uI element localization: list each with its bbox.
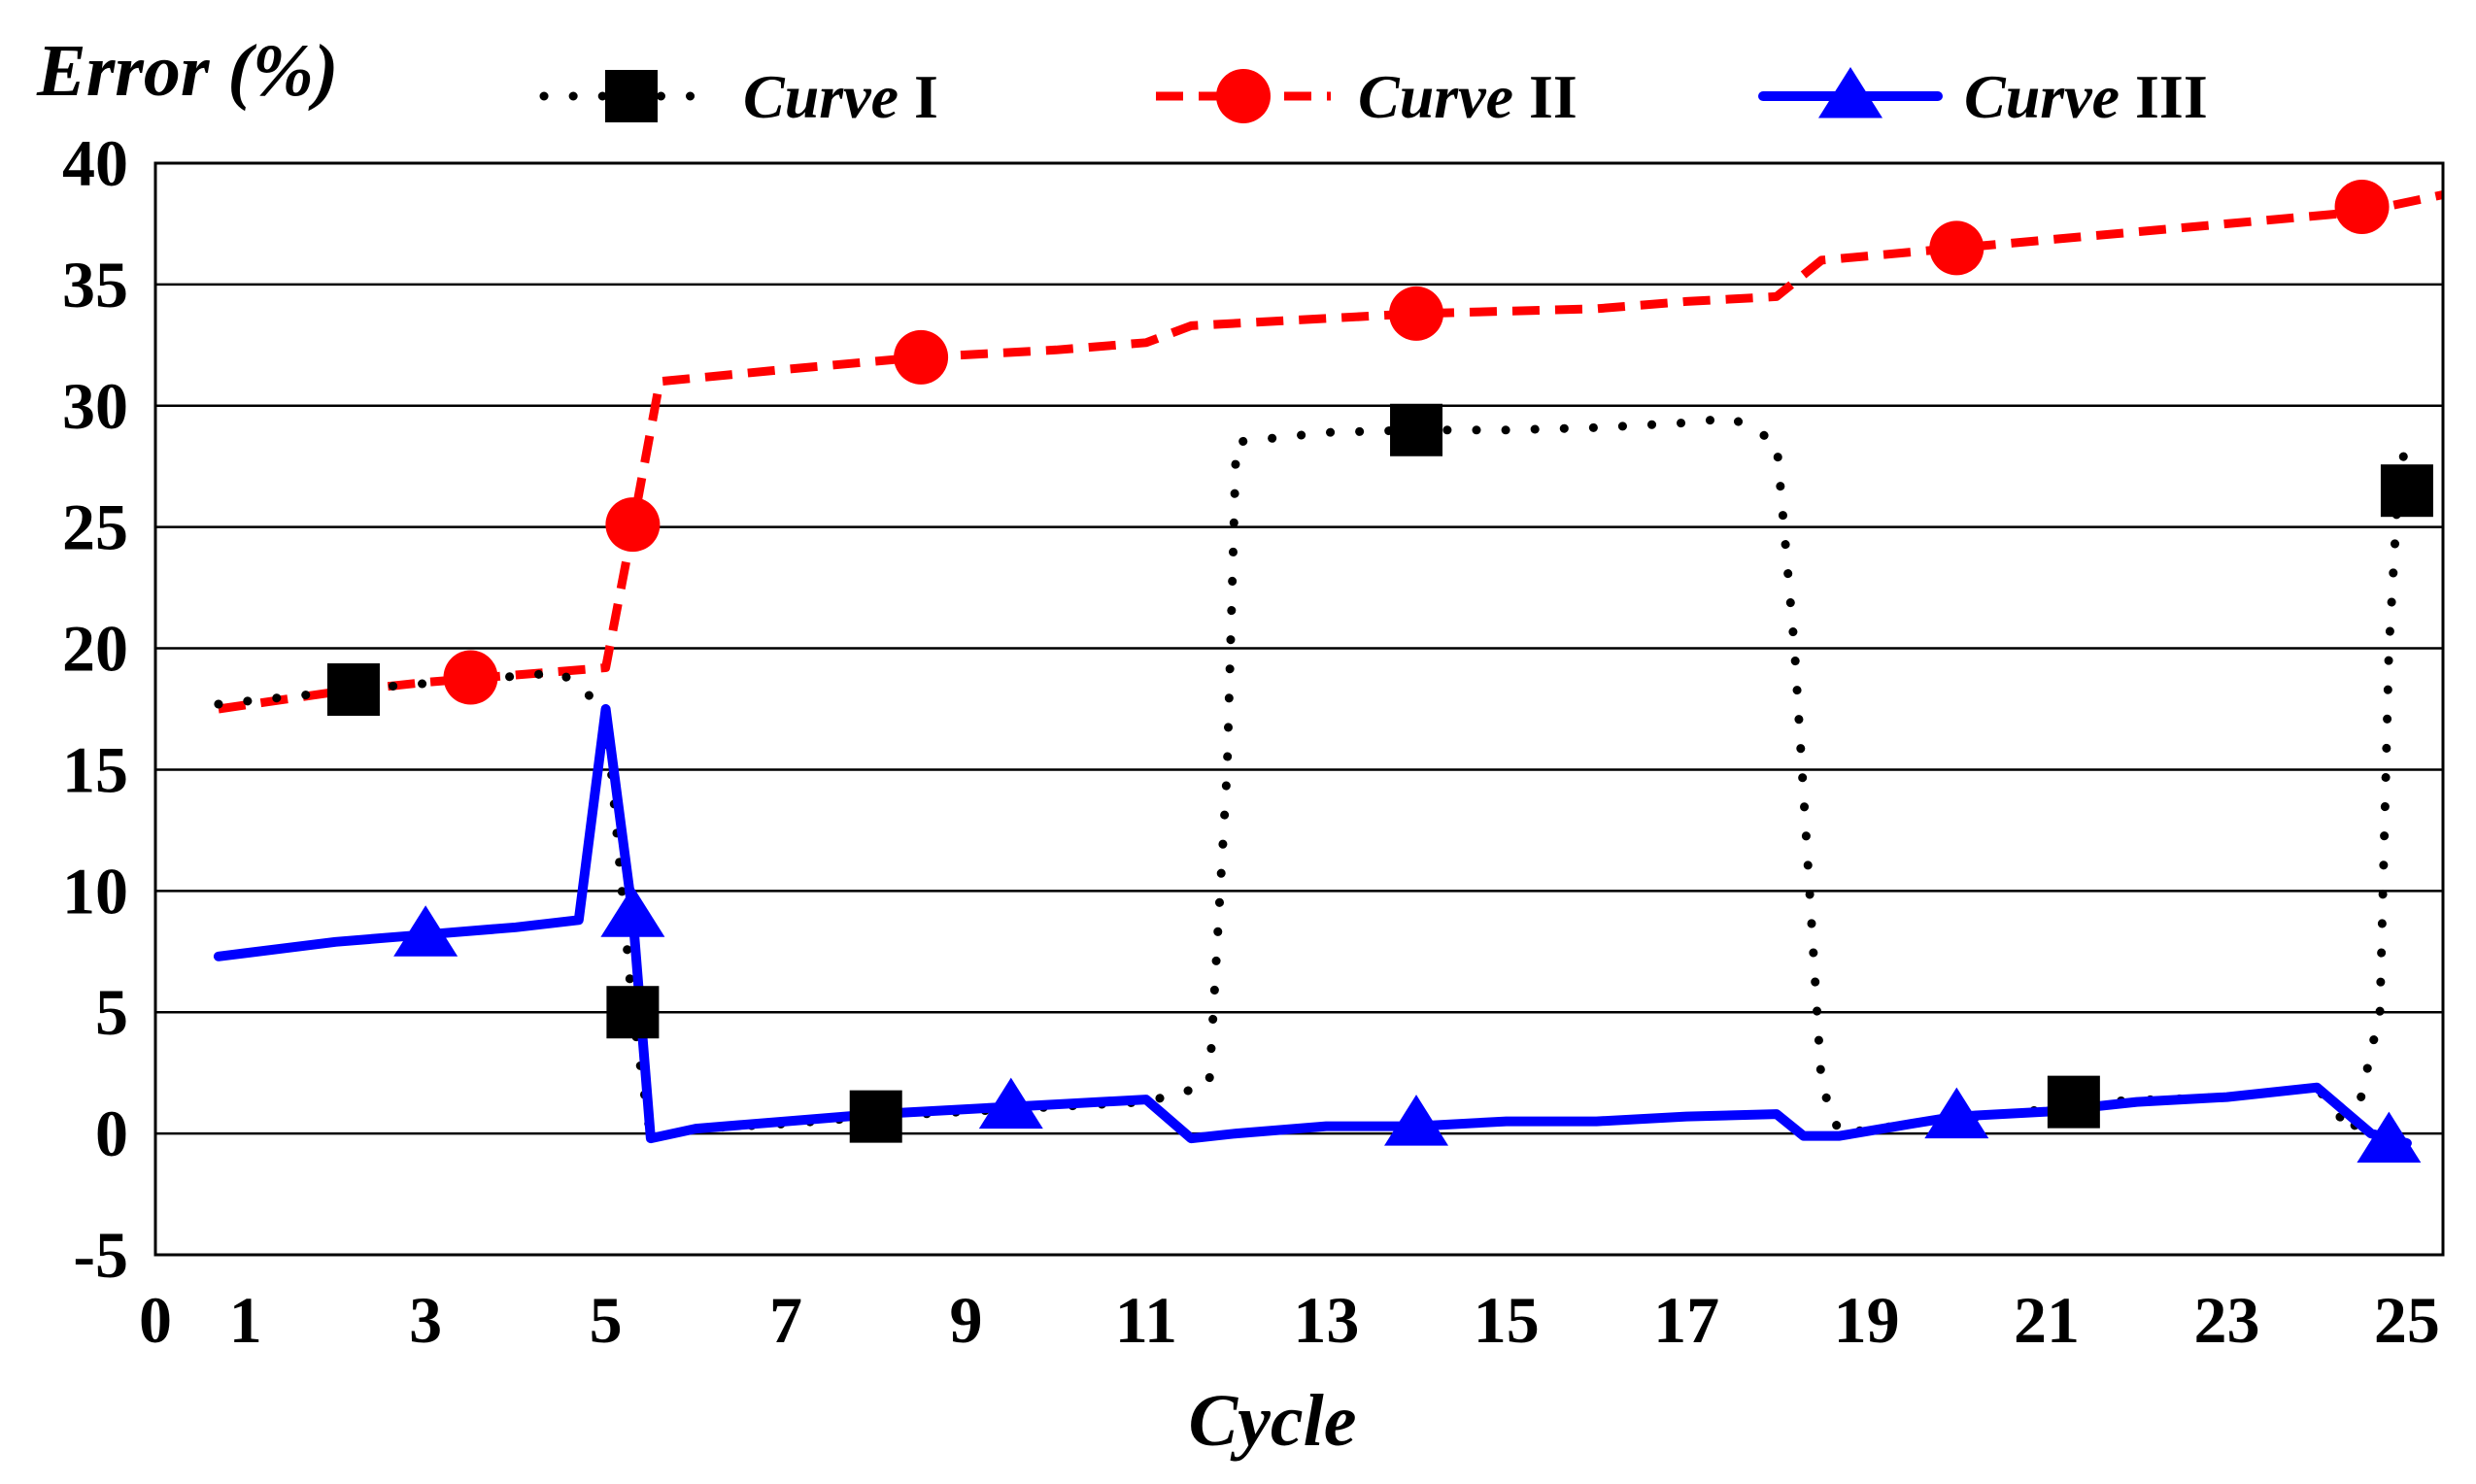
y-axis-ticks: 40 35 30 25 20 15 10 5 0 -5 <box>62 126 128 1292</box>
y-tick-label: 20 <box>62 612 128 686</box>
series-2-marker <box>1389 286 1444 341</box>
series-1-marker <box>2380 464 2433 518</box>
x-tick-label: 17 <box>1653 1283 1719 1357</box>
series-3-marker <box>600 886 665 937</box>
plot-frame <box>153 161 2445 1257</box>
series-2-marker <box>443 650 498 705</box>
series-1-marker <box>326 663 380 717</box>
x-tick-label: 21 <box>2014 1283 2080 1357</box>
x-tick-label: 13 <box>1293 1283 1359 1357</box>
series-lines <box>213 190 2444 1149</box>
x-tick-label: 25 <box>2374 1283 2440 1357</box>
x-tick-label: 1 <box>229 1283 262 1357</box>
y-tick-label: -5 <box>73 1218 128 1292</box>
y-tick-label: 15 <box>62 732 128 806</box>
legend-item-1: Curve I <box>539 62 938 131</box>
legend-swatch-marker <box>1216 69 1271 123</box>
series-line-2 <box>218 190 2444 714</box>
series-1-marker <box>1390 403 1443 456</box>
y-tick-label: 30 <box>62 369 128 443</box>
series-3-marker <box>1924 1087 1989 1139</box>
series-2-marker <box>1929 220 1984 276</box>
legend-item-2: Curve II <box>1156 62 1577 131</box>
x-tick-label: 9 <box>949 1283 982 1357</box>
y-tick-label: 5 <box>95 975 128 1049</box>
series-1-marker <box>606 986 660 1039</box>
y-tick-label: 35 <box>62 248 128 321</box>
series-1-marker <box>849 1090 902 1143</box>
legend-swatch-marker <box>1818 67 1882 118</box>
x-tick-label: 5 <box>590 1283 623 1357</box>
series-line-1 <box>214 413 2412 1143</box>
x-tick-label: 11 <box>1115 1283 1177 1357</box>
series-2-marker <box>894 329 949 385</box>
series-3-marker <box>393 905 458 957</box>
series-1-marker <box>2047 1075 2100 1129</box>
series-2-marker <box>2334 179 2390 234</box>
legend-label: Curve I <box>743 62 938 131</box>
y-axis-title: Error (%) <box>36 30 338 112</box>
y-tick-label: 0 <box>95 1096 128 1170</box>
series-3-marker <box>2357 1111 2422 1164</box>
y-tick-label: 10 <box>62 854 128 928</box>
x-axis-ticks: 0 1 3 5 7 9 11 13 15 17 19 21 23 25 <box>139 1283 2440 1357</box>
legend-swatch-marker <box>605 70 658 122</box>
legend: Curve I Curve II Curve III <box>539 62 2208 131</box>
x-axis-title: Cycle <box>1188 1380 1356 1462</box>
x-tick-label: 0 <box>139 1283 172 1357</box>
x-tick-label: 3 <box>409 1283 442 1357</box>
x-tick-label: 15 <box>1474 1283 1540 1357</box>
legend-label: Curve III <box>1964 62 2208 131</box>
legend-item-3: Curve III <box>1758 62 2208 131</box>
series-2-marker <box>605 497 661 553</box>
y-tick-label: 25 <box>62 490 128 564</box>
x-tick-label: 7 <box>769 1283 802 1357</box>
series-line-3 <box>213 704 2412 1149</box>
y-tick-label: 40 <box>62 126 128 200</box>
series-3-marker <box>1384 1095 1449 1146</box>
x-tick-label: 19 <box>1834 1283 1900 1357</box>
legend-label: Curve II <box>1358 62 1577 131</box>
series-markers <box>326 179 2433 1164</box>
x-tick-label: 23 <box>2193 1283 2259 1357</box>
series-3-marker <box>978 1077 1043 1130</box>
